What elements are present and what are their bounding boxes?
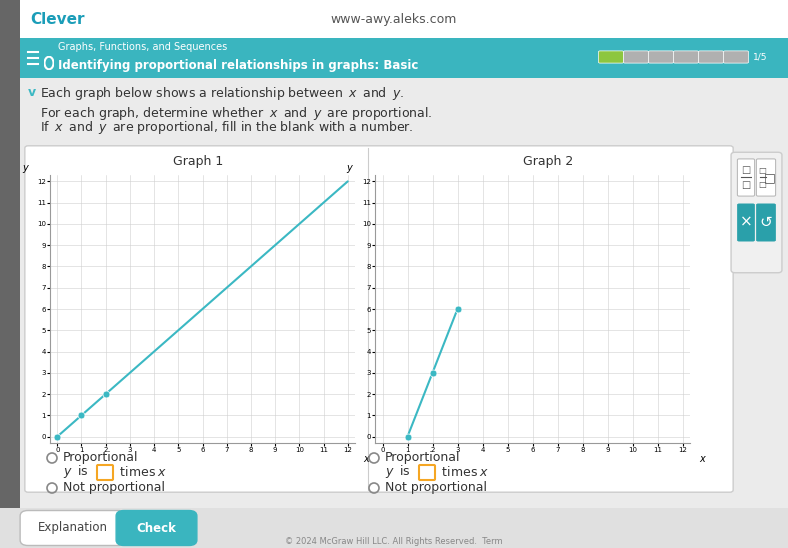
- Text: Proportional: Proportional: [385, 452, 460, 465]
- Text: ↺: ↺: [760, 214, 772, 230]
- Text: Identifying proportional relationships in graphs: Basic: Identifying proportional relationships i…: [58, 60, 418, 72]
- Text: 1/5: 1/5: [753, 53, 768, 61]
- Text: Each graph below shows a relationship between  $x$  and  $y$.: Each graph below shows a relationship be…: [40, 84, 404, 101]
- Text: © 2024 McGraw Hill LLC. All Rights Reserved.  Term: © 2024 McGraw Hill LLC. All Rights Reser…: [285, 538, 503, 546]
- Text: □: □: [759, 165, 767, 175]
- FancyBboxPatch shape: [419, 465, 435, 480]
- Text: Graphs, Functions, and Sequences: Graphs, Functions, and Sequences: [58, 42, 227, 52]
- Text: □: □: [742, 180, 751, 190]
- Text: Graph 2: Graph 2: [523, 156, 573, 168]
- Text: □: □: [759, 180, 767, 189]
- Text: Clever: Clever: [30, 12, 84, 26]
- Text: Not proportional: Not proportional: [385, 482, 487, 494]
- Text: Check: Check: [136, 522, 176, 534]
- Text: □: □: [742, 165, 751, 175]
- Text: Proportional: Proportional: [63, 452, 139, 465]
- Text: For each graph, determine whether  $x$  and  $y$  are proportional.: For each graph, determine whether $x$ an…: [40, 105, 433, 122]
- Text: If  $x$  and  $y$  are proportional, fill in the blank with a number.: If $x$ and $y$ are proportional, fill in…: [40, 119, 414, 136]
- Text: ×: ×: [740, 214, 753, 230]
- Text: Graph 1: Graph 1: [173, 156, 223, 168]
- X-axis label: $x$: $x$: [363, 454, 371, 464]
- Text: v: v: [28, 87, 36, 100]
- X-axis label: $x$: $x$: [698, 454, 707, 464]
- Text: times $x$: times $x$: [438, 465, 489, 479]
- FancyBboxPatch shape: [97, 465, 113, 480]
- Text: www-awy.aleks.com: www-awy.aleks.com: [331, 13, 457, 26]
- Y-axis label: $y$: $y$: [346, 163, 354, 175]
- Text: times $x$: times $x$: [116, 465, 167, 479]
- Text: $y$  is: $y$ is: [63, 464, 89, 481]
- Y-axis label: $y$: $y$: [21, 163, 30, 175]
- Text: Explanation: Explanation: [38, 522, 108, 534]
- Text: Not proportional: Not proportional: [63, 482, 165, 494]
- Text: $y$  is: $y$ is: [385, 464, 411, 481]
- Text: □: □: [764, 171, 775, 184]
